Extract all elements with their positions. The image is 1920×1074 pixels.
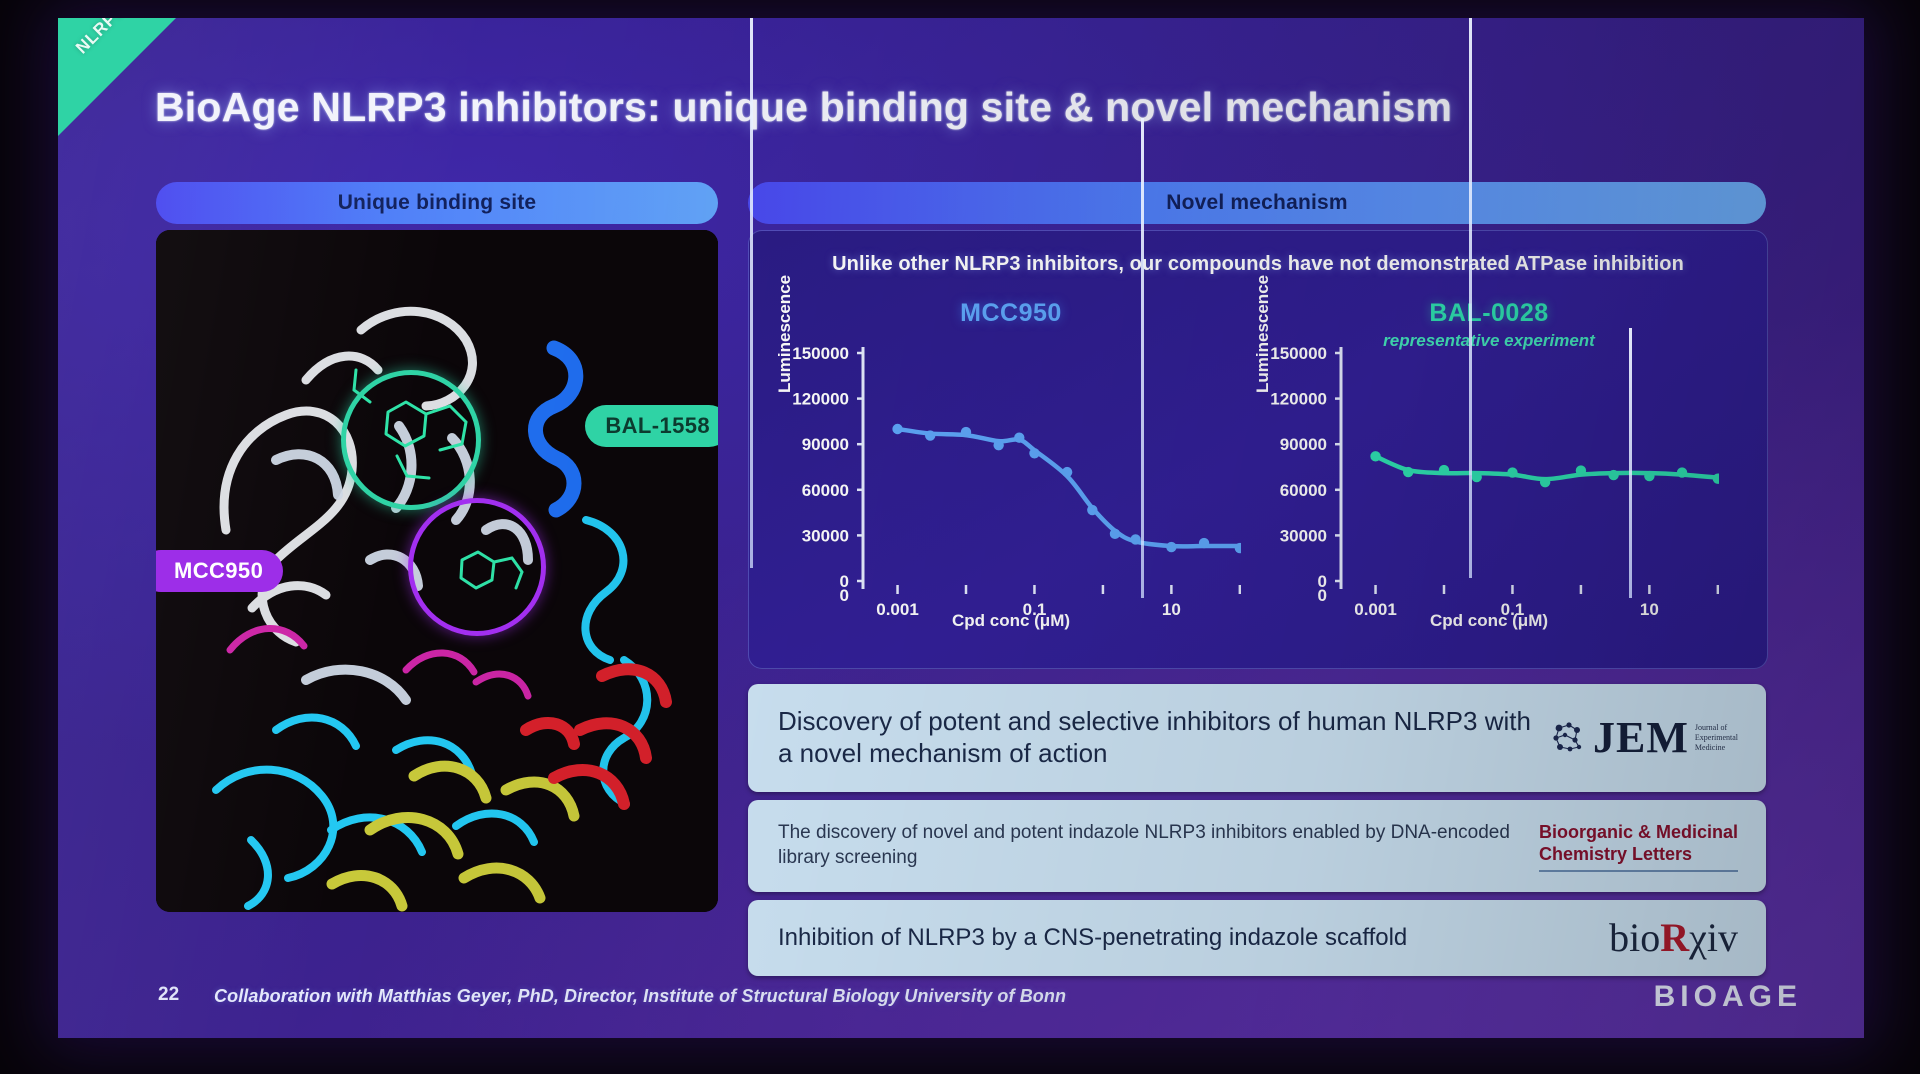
y-tick-label: 90000: [1280, 435, 1327, 454]
panel-header-novel-mechanism: Novel mechanism: [748, 182, 1766, 224]
bmcl-line1: Bioorganic & Medicinal: [1538, 821, 1738, 842]
label-bal-1558: BAL-1558: [585, 405, 718, 447]
x-tick-label: 0.1: [1023, 600, 1047, 619]
biorxiv-iv: iv: [1706, 915, 1738, 960]
biorxiv-chi: χ: [1689, 915, 1707, 960]
y-tick-label: 120000: [1270, 390, 1327, 409]
data-point: [1507, 467, 1518, 478]
publication-row-bmcl[interactable]: The discovery of novel and potent indazo…: [748, 800, 1766, 892]
jem-subtitle-line3: Medicine: [1694, 743, 1726, 752]
data-point: [1644, 470, 1655, 482]
data-point: [1087, 504, 1098, 516]
x-tick-label: 10: [1162, 600, 1181, 619]
y-tick-label: 120000: [792, 390, 849, 409]
y-tick-label: 60000: [802, 481, 849, 500]
data-point: [1471, 471, 1482, 483]
jem-subtitle-line2: Experimental: [1694, 733, 1738, 742]
y-tick-label: 30000: [802, 526, 849, 545]
chart-bal0028-ylabel: Luminescence: [1253, 274, 1272, 393]
nlrp3-corner-flag-icon: [58, 18, 176, 136]
publication-row-biorxiv[interactable]: Inhibition of NLRP3 by a CNS-penetrating…: [748, 900, 1766, 976]
bioage-wordmark: BIOAGE: [1653, 980, 1802, 1013]
presentation-slide: NLRP3 BioAge NLRP3 inhibitors: unique bi…: [58, 18, 1864, 1038]
label-mcc950: MCC950: [156, 550, 284, 592]
bmcl-logo: Bioorganic & Medicinal Chemistry Letters: [1538, 821, 1766, 872]
y-tick-label: 150000: [1270, 344, 1327, 363]
biorxiv-logo: bioRχiv: [1609, 918, 1766, 958]
data-point: [892, 423, 903, 435]
data-point: [1029, 448, 1040, 459]
data-point: [1403, 466, 1414, 478]
data-point: [1109, 528, 1121, 540]
jem-molecule-icon: [1553, 722, 1582, 752]
data-point: [1198, 537, 1210, 549]
chart-banner-text: Unlike other NLRP3 inhibitors, our compo…: [832, 253, 1684, 275]
jem-wordmark: JEM: [1593, 713, 1689, 762]
panel-header-unique-binding-site: Unique binding site: [156, 182, 718, 224]
data-point: [1608, 469, 1619, 481]
page-title: BioAge NLRP3 inhibitors: unique binding …: [155, 84, 1453, 130]
binding-site-ring-mcc: [408, 498, 546, 636]
x-tick-label: 0.1: [1501, 600, 1525, 619]
mechanism-chart-card: Unlike other NLRP3 inhibitors, our compo…: [748, 230, 1768, 669]
publication-title-biorxiv: Inhibition of NLRP3 by a CNS-penetrating…: [778, 924, 1408, 951]
y-tick-label: 150000: [792, 344, 849, 363]
data-point: [1676, 467, 1688, 478]
x-break-label: 0: [1318, 586, 1327, 605]
data-point: [1438, 464, 1450, 476]
chart-bal0028-subtitle: representative experiment: [1383, 331, 1595, 350]
x-tick-label: 0.001: [876, 600, 919, 619]
chart-bal0028-xlabel: Cpd conc (μM): [1429, 611, 1549, 630]
data-point: [1014, 432, 1025, 443]
y-tick-label: 0: [840, 572, 849, 591]
binding-site-ring-bal: [341, 370, 481, 510]
chart-mcc950-plot-area: 0 30000 60000 90000 120000 150000 0 0.001 0.1 10: [792, 344, 1246, 619]
x-break-label: 0: [840, 586, 849, 605]
data-point: [960, 426, 972, 438]
y-tick-label: 60000: [1280, 481, 1327, 500]
data-point: [925, 430, 936, 441]
y-tick-label: 0: [1318, 572, 1327, 591]
jem-subtitle-line1: Journal of: [1694, 723, 1728, 732]
y-tick-label: 30000: [1280, 526, 1327, 545]
data-point: [1539, 476, 1551, 488]
series-line: [1373, 454, 1721, 482]
data-point: [1712, 473, 1724, 484]
chart-mcc950-xlabel: Cpd conc (μM): [951, 611, 1071, 630]
jem-subtitle: Journal of Experimental Medicine: [1695, 723, 1738, 753]
chart-bal0028-title: BAL-0028: [1429, 299, 1549, 327]
biorxiv-bio: bio: [1609, 915, 1661, 960]
jem-logo: JEM Journal of Experimental Medicine: [1551, 716, 1766, 760]
chart-bal0028: BAL-0028 representative experiment Lumin…: [1253, 275, 1724, 630]
chart-mcc950-title: MCC950: [960, 299, 1062, 327]
bmcl-line2: Chemistry Letters: [1538, 844, 1693, 864]
chart-bal0028-plot-area: 0 30000 60000 90000 120000 150000 0 0.001 0.1 10: [1270, 344, 1724, 619]
data-point: [1575, 465, 1587, 476]
chart-mcc950-ylabel: Luminescence: [775, 274, 794, 393]
data-point: [1370, 451, 1381, 462]
data-point: [993, 439, 1004, 451]
publication-row-jem[interactable]: Discovery of potent and selective inhibi…: [748, 684, 1766, 792]
biorxiv-r: R: [1660, 915, 1690, 960]
data-point: [1061, 466, 1073, 478]
x-tick-label: 10: [1640, 600, 1659, 619]
data-point: [1166, 541, 1177, 553]
x-tick-label: 0.001: [1354, 600, 1397, 619]
data-point: [1130, 534, 1141, 545]
series-line: [895, 426, 1243, 549]
publication-title-jem: Discovery of potent and selective inhibi…: [778, 706, 1531, 768]
footer-collaboration-note: Collaboration with Matthias Geyer, PhD, …: [214, 986, 1067, 1006]
page-number: 22: [158, 984, 180, 1005]
y-tick-label: 90000: [802, 435, 849, 454]
chart-mcc950: MCC950 Luminescence Cpd conc (μM) 0 30000…: [775, 275, 1246, 630]
publication-title-bmcl: The discovery of novel and potent indazo…: [778, 822, 1510, 868]
protein-structure-card: BAL-1558 MCC950: [156, 230, 718, 912]
